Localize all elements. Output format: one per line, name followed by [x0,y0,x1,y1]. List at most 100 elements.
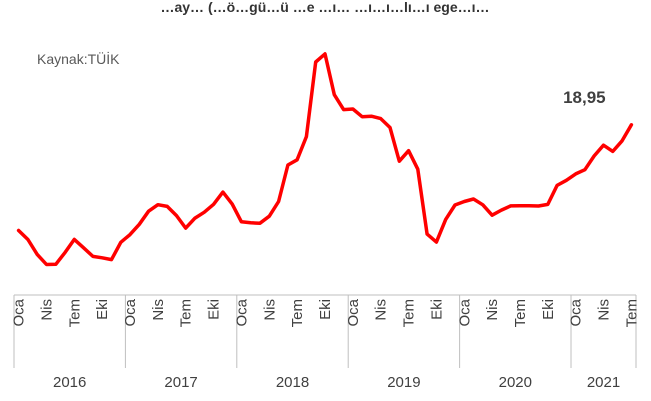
data-point [453,204,456,207]
month-tick-label: Nis [38,299,55,321]
data-point [101,256,104,259]
data-point [416,168,419,171]
data-point [64,251,67,254]
data-point [203,211,206,214]
data-point [156,203,159,206]
month-tick-label: Nis [484,299,501,321]
data-point [259,222,262,225]
month-tick-label: Tem [401,299,418,327]
data-point [129,233,132,236]
data-point [342,108,345,111]
year-label: 2018 [276,374,309,391]
month-tick-label: Oca [345,298,362,326]
year-label: 2017 [164,374,197,391]
month-tick-label: Eki [94,299,111,320]
data-point [184,227,187,230]
data-point [54,263,57,266]
data-point [509,204,512,207]
data-point [611,150,614,153]
data-point [481,203,484,206]
data-point [175,214,178,217]
data-point [379,117,382,120]
month-tick-label: Nis [261,299,278,321]
data-point [351,108,354,111]
data-point [463,200,466,203]
data-point [26,238,29,241]
data-point [296,158,299,161]
month-tick-label: Oca [122,298,139,326]
series-line [16,52,634,267]
data-point [91,255,94,258]
data-point [444,218,447,221]
data-point [407,149,410,152]
month-tick-label: Oca [456,298,473,326]
month-tick-label: Nis [596,299,613,321]
data-point [537,205,540,208]
data-point [388,126,391,129]
data-point [194,217,197,220]
data-point [472,198,475,201]
data-point [110,258,113,261]
month-tick-label: Tem [66,299,83,327]
month-tick-label: Oca [568,298,585,326]
data-point [138,223,141,226]
chart-title: …ay… (…ö…gü…ü …e …ı… …ı…ı…lı…ı ege…ı… [160,0,489,15]
month-tick-label: Nis [150,299,167,321]
data-point [324,52,327,55]
month-tick-label: Tem [289,299,306,327]
data-point [361,115,364,118]
data-point [426,233,429,236]
data-point [398,160,401,163]
data-point [500,209,503,212]
data-point [528,204,531,207]
data-point [602,144,605,147]
month-tick-label: Nis [373,299,390,321]
data-point [268,215,271,218]
data-point [277,200,280,203]
month-tick-label: Eki [317,299,334,320]
data-point [491,214,494,217]
data-point [518,204,521,207]
data-point [249,221,252,224]
year-label: 2016 [53,374,86,391]
month-tick-label: Eki [540,299,557,320]
data-point [212,203,215,206]
data-point [286,163,289,166]
data-point [17,229,20,232]
data-point [435,241,438,244]
month-tick-label: Oca [233,298,250,326]
month-tick-label: Tem [512,299,529,327]
last-value-label: 18,95 [563,88,606,107]
data-point [231,203,234,206]
data-point [370,115,373,118]
month-tick-label: Tem [178,299,195,327]
year-label: 2021 [587,374,620,391]
source-label: Kaynak:TÜİK [37,50,120,67]
data-point [574,172,577,175]
data-point [593,154,596,157]
data-point [546,203,549,206]
year-label: 2020 [499,374,532,391]
data-point [621,139,624,142]
data-point [583,168,586,171]
data-point [119,241,122,244]
month-tick-label: Oca [11,298,28,326]
data-point [82,246,85,249]
plot-area: 18,95 [16,52,634,267]
data-point [240,220,243,223]
data-point [73,238,76,241]
data-point [221,191,224,194]
data-point [166,205,169,208]
year-label: 2019 [387,374,420,391]
data-point [45,263,48,266]
data-point [565,179,568,182]
data-point [333,93,336,96]
x-axis: 2016 Oca Nis Tem Eki 2017 Oca Nis Tem Eki 2018 Oca N… [11,294,640,391]
data-point [36,253,39,256]
data-point [556,184,559,187]
month-tick-label: Eki [428,299,445,320]
data-point [305,135,308,138]
data-point [630,123,633,126]
